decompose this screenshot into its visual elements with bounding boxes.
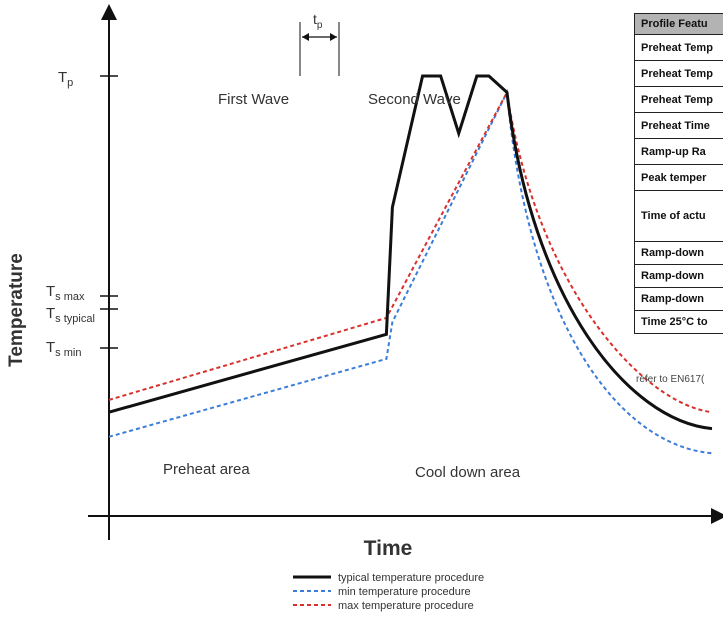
table-row: Ramp-up Ra <box>634 138 723 165</box>
tp-arrow-right-head <box>330 33 337 41</box>
y-axis-title: Temperature <box>6 253 27 367</box>
table-cell: Preheat Temp <box>634 86 723 113</box>
table-row: Ramp-down <box>634 264 723 288</box>
cool-down-area-label: Cool down area <box>415 464 521 481</box>
profile-table: Profile Featu Preheat Temp Preheat Temp Pre… <box>634 13 723 334</box>
preheat-area-label: Preheat area <box>163 461 250 478</box>
tick-label-tp: Tp <box>58 69 73 89</box>
table-cell: Preheat Time <box>634 112 723 139</box>
legend-label: max temperature procedure <box>338 600 474 612</box>
table-row: Preheat Temp <box>634 34 723 61</box>
legend: typical temperature procedure min tempera… <box>293 572 484 612</box>
table-cell: Time 25°C to <box>634 310 723 334</box>
legend-label: min temperature procedure <box>338 586 471 598</box>
table-row: Ramp-down <box>634 241 723 265</box>
legend-label: typical temperature procedure <box>338 572 484 584</box>
table-row: Preheat Time <box>634 112 723 139</box>
table-cell: Preheat Temp <box>634 34 723 61</box>
tick-label-ts-max: Ts max <box>46 283 85 303</box>
tick-label-ts-min: Ts min <box>46 339 81 359</box>
table-cell: Time of actu <box>634 190 723 242</box>
table-cell: Preheat Temp <box>634 60 723 87</box>
table-row: Time 25°C to <box>634 310 723 334</box>
table-cell: Ramp-down <box>634 241 723 265</box>
tick-label-ts-typical: Ts typical <box>46 305 95 325</box>
table-cell: Peak temper <box>634 164 723 191</box>
series-line-min <box>108 88 713 455</box>
tp-arrow-left-head <box>302 33 309 41</box>
table-row: Preheat Temp <box>634 86 723 113</box>
series-line-max <box>108 89 713 414</box>
table-cell: Ramp-up Ra <box>634 138 723 165</box>
table-cell: Ramp-down <box>634 264 723 288</box>
series-line-typical <box>108 74 713 431</box>
table-row: Time of actu <box>634 190 723 242</box>
second-wave-label: Second Wave <box>368 91 461 108</box>
x-axis-title: Time <box>364 537 413 560</box>
table-row: Peak temper <box>634 164 723 191</box>
table-row: Ramp-down <box>634 287 723 311</box>
tp-duration-label: tp <box>313 11 323 31</box>
table-row: Preheat Temp <box>634 60 723 87</box>
table-note: refer to EN617( <box>636 374 705 385</box>
table-cell: Ramp-down <box>634 287 723 311</box>
table-header-cell: Profile Featu <box>634 13 723 35</box>
first-wave-label: First Wave <box>218 91 289 108</box>
